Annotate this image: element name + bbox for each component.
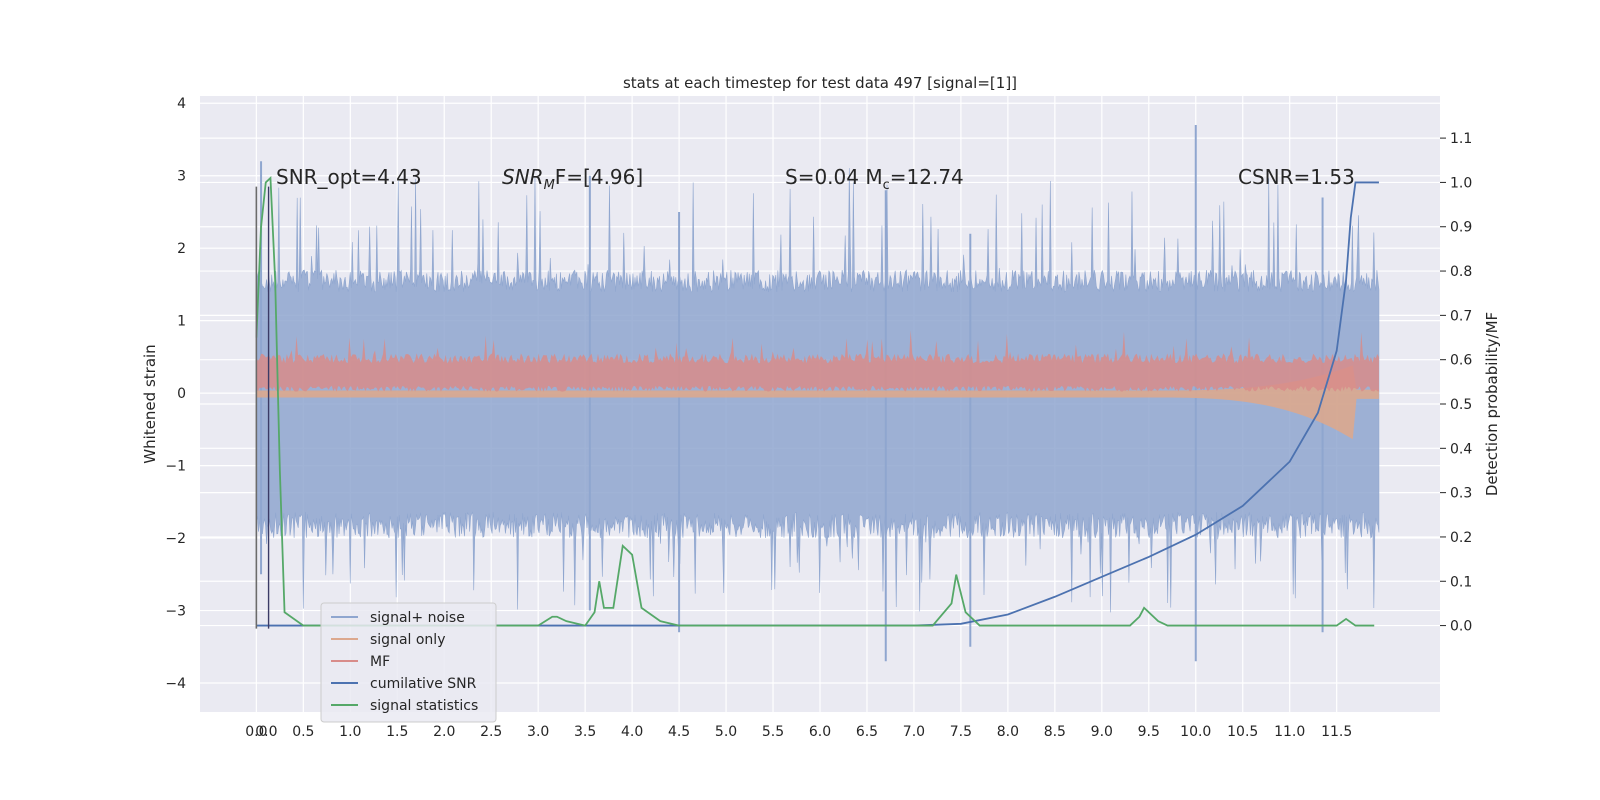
- y2-tick-labels: 1.1 1.0 0.9 0.8 0.7 0.6 0.5 0.4 0.3 0.2 0.1 0.0: [1440, 131, 1472, 635]
- y2-tick-label: 0.1: [1450, 574, 1472, 590]
- x-tick-label: 3.0: [527, 724, 549, 740]
- y-tick-label: 1: [177, 314, 186, 330]
- x-tick-label: 10.0: [1180, 724, 1211, 740]
- y2-tick-label: 0.0: [1450, 619, 1472, 635]
- band-mf: [256, 330, 1379, 392]
- x-tick-label: 0.0: [255, 724, 277, 740]
- annotation-snr-mf-sub: M: [544, 178, 555, 193]
- y-axis-title: Whitened strain: [141, 344, 159, 463]
- y2-tick-label: 0.5: [1450, 397, 1472, 413]
- series-line: [255, 175, 1375, 627]
- annotation-csnr: CSNR=1.53: [1238, 165, 1355, 189]
- y-tick-label: −1: [165, 459, 186, 475]
- annotation-snr-mf: SNRMF=[4.96]: [502, 165, 643, 193]
- legend-label: signal statistics: [370, 698, 478, 714]
- x-tick-label: 7.0: [903, 724, 925, 740]
- y2-axis-title: Detection probability/MF: [1483, 312, 1501, 496]
- legend-items: signal+ noise signal only MF cumilative SNR…: [331, 610, 478, 714]
- legend-label: cumilative SNR: [370, 676, 477, 692]
- x-tick-label: 11.0: [1274, 724, 1305, 740]
- x-tick-label: 8.0: [997, 724, 1019, 740]
- legend-label: MF: [370, 654, 390, 670]
- x-tick-label: 0.0: [245, 724, 267, 740]
- y2-tick-label: 0.6: [1450, 353, 1472, 369]
- x-tick-label: 4.5: [668, 724, 690, 740]
- annotation-snr-mf-main: SNR: [502, 165, 544, 189]
- y2-tick-label: 1.1: [1450, 131, 1472, 147]
- y-tick-label: −2: [165, 531, 186, 547]
- y2-tick-label: 0.2: [1450, 530, 1472, 546]
- y-tick-label: 0: [177, 386, 186, 402]
- y-tick-label: −3: [165, 604, 186, 620]
- legend: signal+ noise signal only MF cumilative SNR…: [320, 602, 497, 723]
- y2-tick-label: 0.8: [1450, 264, 1472, 280]
- annotation-snr-opt: SNR_opt=4.43: [276, 165, 422, 189]
- x-tick-label: 1.0: [339, 724, 361, 740]
- y-tick-label: 3: [177, 169, 186, 185]
- x-tick-labels: 0.00.0 0.5 1.0 1.5 2.0 2.5 3.0 3.5 4.0 4.5 5.0 5.5 6…: [245, 724, 1352, 740]
- x-tick-label: 5.5: [762, 724, 784, 740]
- annotation-s-mc-main: S=0.04 M: [785, 165, 883, 189]
- annotation-s-mc-rest: =12.74: [890, 165, 964, 189]
- x-tick-label: 7.5: [950, 724, 972, 740]
- y2-tick-label: 0.3: [1450, 486, 1472, 502]
- y2-tick-label: 1.0: [1450, 175, 1472, 191]
- legend-label: signal only: [370, 632, 445, 648]
- x-tick-label: 0.5: [292, 724, 314, 740]
- annotation-s-mc: S=0.04 Mc=12.74: [785, 165, 964, 193]
- x-tick-label: 11.5: [1321, 724, 1352, 740]
- x-tick-label: 3.5: [574, 724, 596, 740]
- x-tick-label: 1.5: [386, 724, 408, 740]
- x-tick-label: 6.0: [809, 724, 831, 740]
- annotation-snr-mf-rest: F=[4.96]: [555, 165, 643, 189]
- annotation-s-mc-sub: c: [883, 178, 890, 193]
- x-tick-label: 10.5: [1227, 724, 1258, 740]
- y2-tick-label: 0.9: [1450, 220, 1472, 236]
- y-tick-label: 2: [177, 241, 186, 257]
- x-tick-label: 9.0: [1091, 724, 1113, 740]
- x-tick-label: 4.0: [621, 724, 643, 740]
- x-tick-label: 2.5: [480, 724, 502, 740]
- x-tick-label: 2.0: [433, 724, 455, 740]
- y-tick-labels: 4 3 2 1 0 −1 −2 −3 −4: [165, 96, 186, 692]
- x-tick-label: 6.5: [856, 724, 878, 740]
- x-tick-label: 5.0: [715, 724, 737, 740]
- x-tick-label: 9.5: [1138, 724, 1160, 740]
- y2-tick-label: 0.7: [1450, 308, 1472, 324]
- y-tick-label: −4: [165, 676, 186, 692]
- legend-label: signal+ noise: [370, 610, 465, 626]
- y-tick-label: 4: [177, 96, 186, 112]
- y2-tick-label: 0.4: [1450, 441, 1472, 457]
- legend-box: [320, 602, 497, 723]
- chart-title: stats at each timestep for test data 497…: [623, 74, 1017, 92]
- mf-area: [256, 330, 1379, 392]
- x-tick-label: 8.5: [1044, 724, 1066, 740]
